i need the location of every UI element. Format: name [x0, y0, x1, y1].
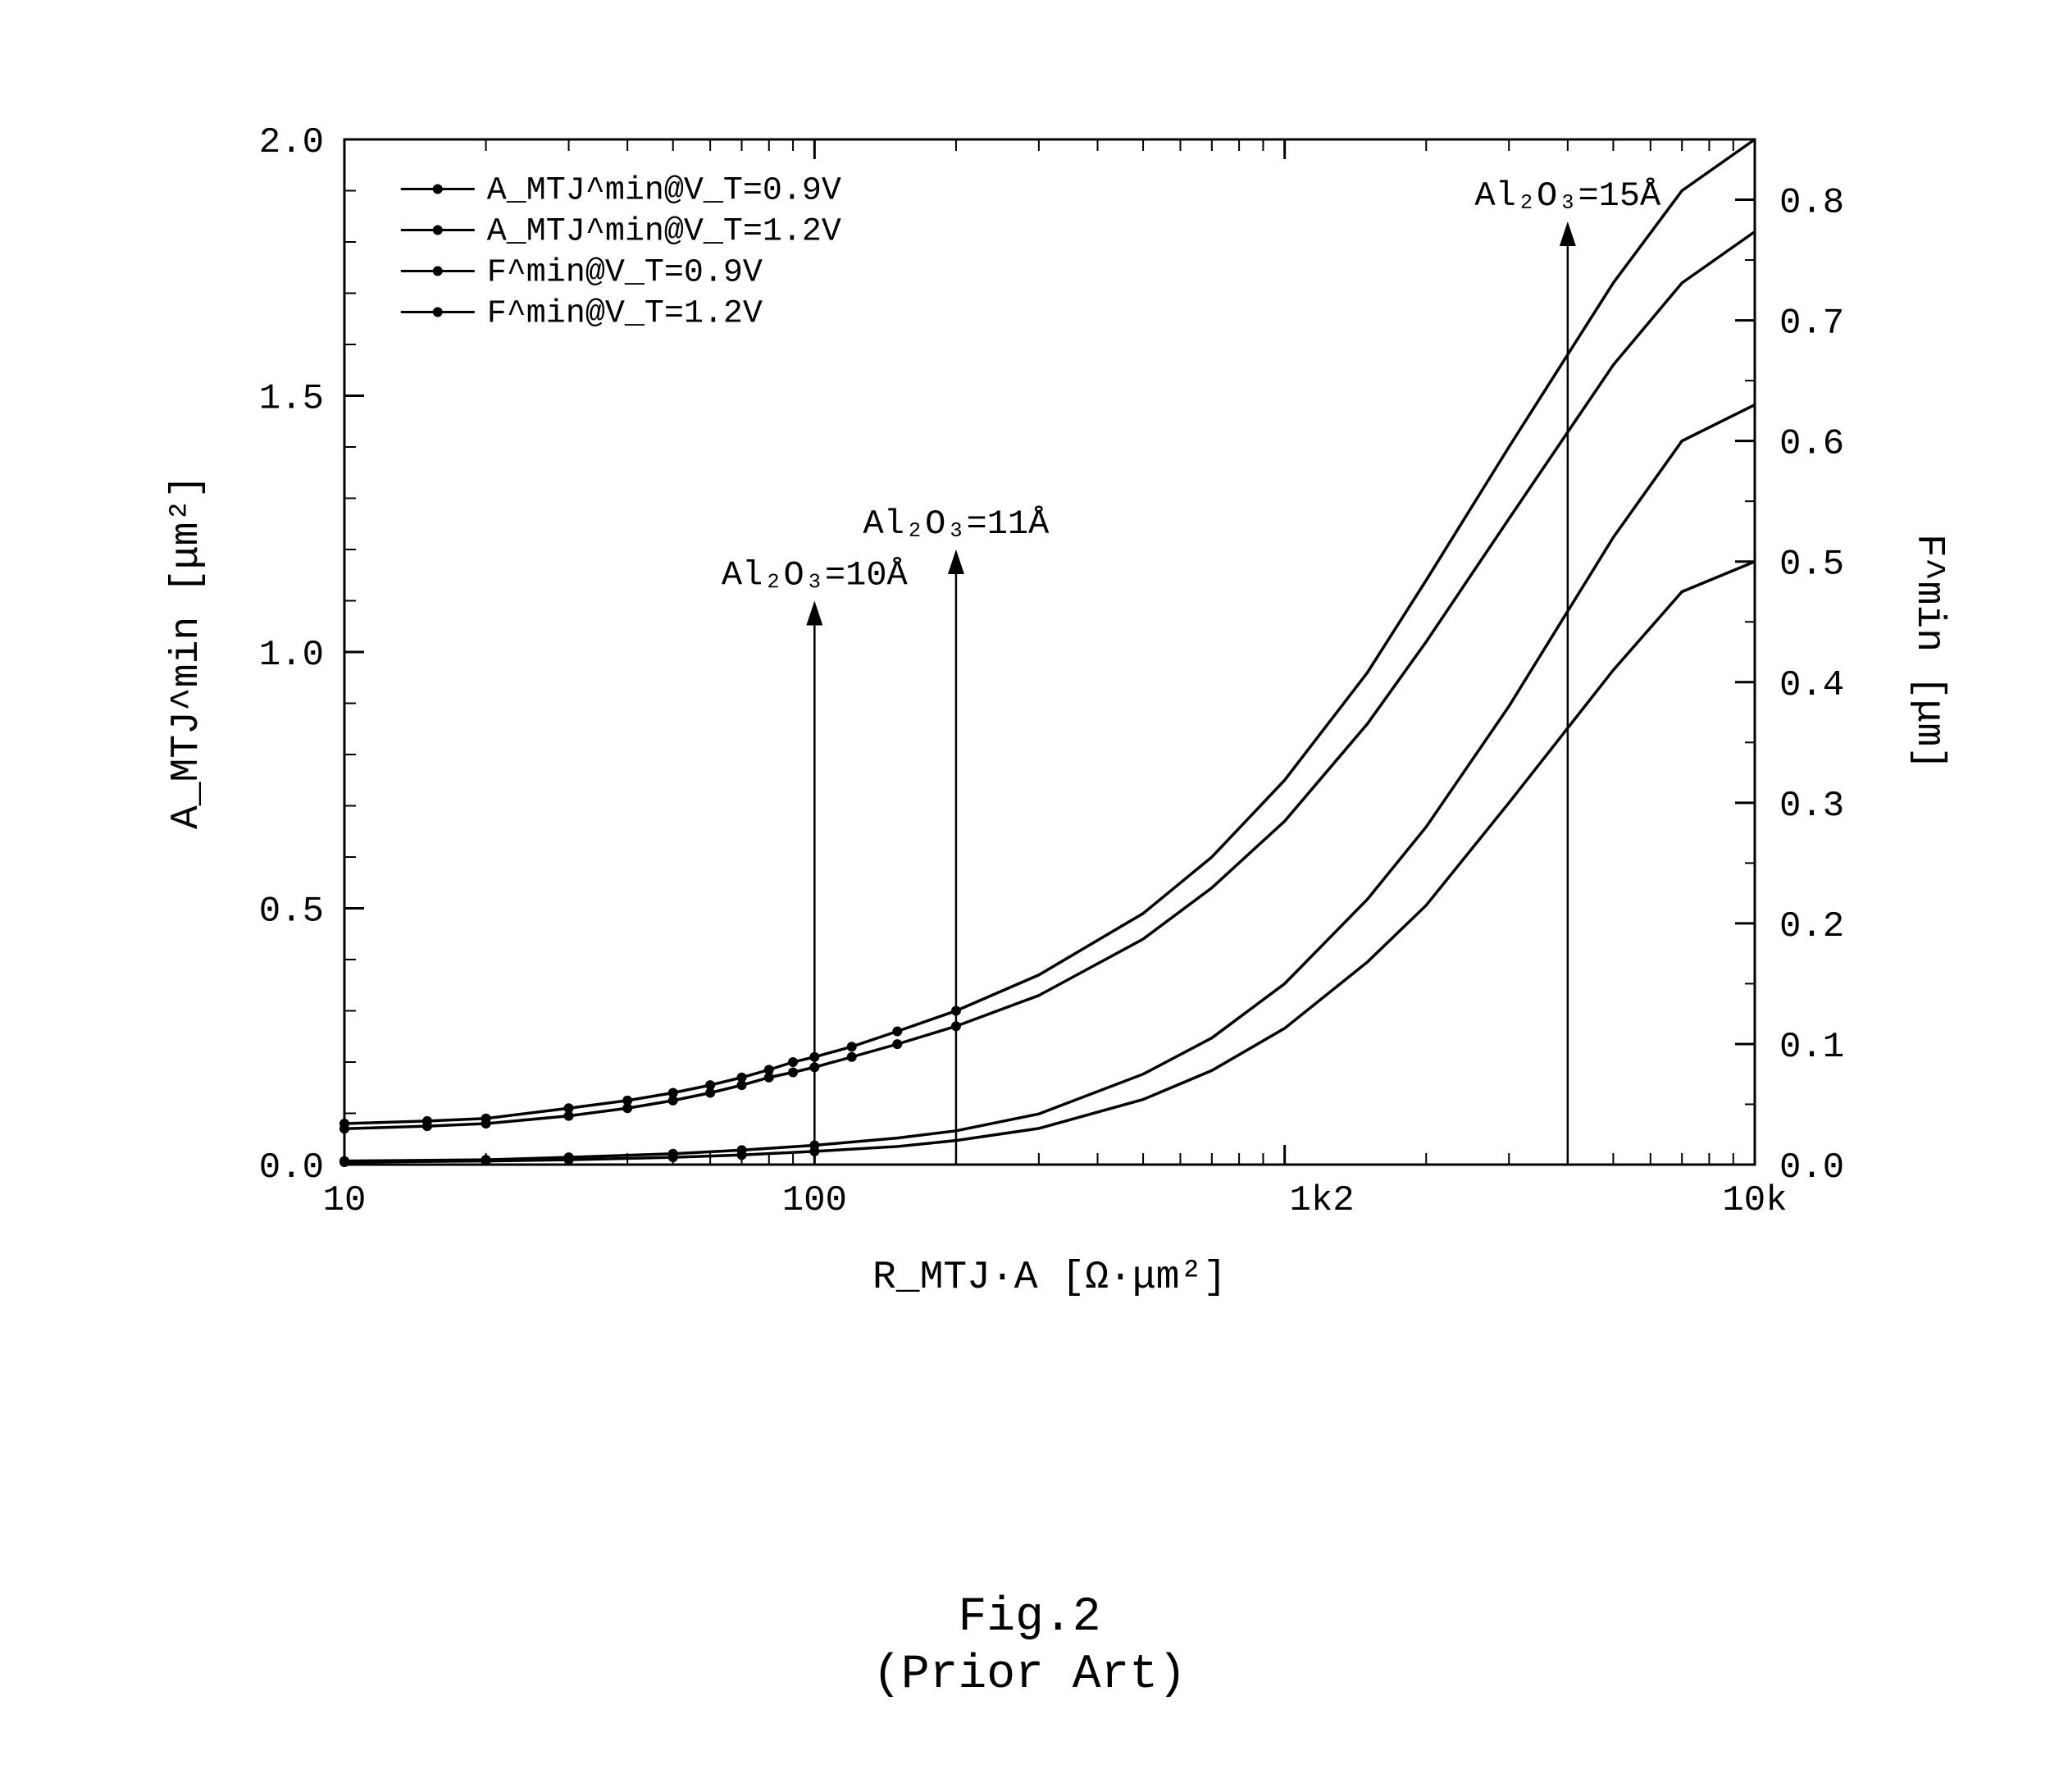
annotation-label: Al₂O₃=10Å [722, 556, 909, 595]
legend-item-label: A_MTJ^min@V_T=0.9V [487, 173, 841, 210]
figure-caption-1: Fig.2 [958, 1591, 1100, 1644]
series-marker [847, 1052, 857, 1062]
series-marker [622, 1103, 632, 1113]
yleft-tick-label: 1.5 [259, 379, 324, 420]
yright-tick-label: 0.3 [1779, 786, 1844, 827]
yright-tick-label: 0.7 [1779, 303, 1844, 344]
yright-tick-label: 0.0 [1779, 1147, 1844, 1188]
figure-caption-2: (Prior Art) [872, 1648, 1187, 1702]
yright-tick-label: 0.6 [1779, 424, 1844, 465]
legend-marker-icon [433, 267, 443, 276]
series-marker [668, 1152, 678, 1162]
x-tick-label: 10 [323, 1180, 367, 1221]
series-marker [788, 1068, 798, 1078]
legend-marker-icon [433, 308, 443, 317]
series-marker [564, 1111, 574, 1121]
x-axis-label: R_MTJ·A [Ω·μm²] [872, 1256, 1227, 1300]
legend-item-label: F^min@V_T=0.9V [487, 255, 763, 292]
series-marker [668, 1096, 678, 1106]
yleft-tick-label: 0.5 [259, 891, 324, 932]
series-marker [788, 1057, 798, 1067]
yright-tick-label: 0.1 [1779, 1027, 1844, 1068]
x-tick-label: 10k [1722, 1180, 1787, 1221]
series-marker [564, 1155, 574, 1165]
series-marker [764, 1073, 774, 1083]
series-marker [847, 1042, 857, 1051]
series-marker [737, 1150, 747, 1160]
series-marker [339, 1157, 349, 1167]
legend-item-label: F^min@V_T=1.2V [487, 296, 763, 333]
x-tick-label: 1k2 [1289, 1180, 1354, 1221]
yleft-tick-label: 1.0 [259, 635, 324, 676]
series-marker [705, 1088, 715, 1098]
annotation-label: Al₂O₃=15Å [1474, 176, 1661, 216]
series-marker [892, 1027, 902, 1037]
series-marker [481, 1156, 491, 1166]
yleft-tick-label: 2.0 [259, 122, 324, 163]
yright-tick-label: 0.8 [1779, 183, 1844, 224]
legend-item-label: A_MTJ^min@V_T=1.2V [487, 214, 841, 251]
yright-tick-label: 0.5 [1779, 545, 1844, 586]
arrowhead-icon [948, 549, 964, 574]
series-marker [892, 1039, 902, 1049]
yright-tick-label: 0.4 [1779, 665, 1844, 706]
yright-axis-label: F^min [μm] [1906, 534, 1951, 770]
legend-marker-icon [433, 226, 443, 235]
yleft-tick-label: 0.0 [259, 1147, 324, 1188]
arrowhead-icon [806, 601, 822, 626]
series-marker [339, 1124, 349, 1133]
series-AMTJmin_VT1.2 [344, 232, 1755, 1129]
arrowhead-icon [1560, 221, 1576, 246]
chart: 10 100 1k2 10k R_MTJ·A [Ω·μm²] 0.0 0.5 1.0 1.5 2.… [0, 0, 2059, 1476]
series-marker [422, 1121, 432, 1131]
x-tick-label: 100 [782, 1180, 847, 1221]
yleft-axis-label: A_MTJ^min [μm²] [165, 475, 209, 829]
legend-marker-icon [433, 185, 443, 194]
series-marker [737, 1080, 747, 1090]
series-Fmin_VT0.9 [344, 405, 1755, 1161]
yright-tick-label: 0.2 [1779, 906, 1844, 947]
series-marker [481, 1119, 491, 1129]
annotation-label: Al₂O₃=11Å [863, 504, 1050, 544]
